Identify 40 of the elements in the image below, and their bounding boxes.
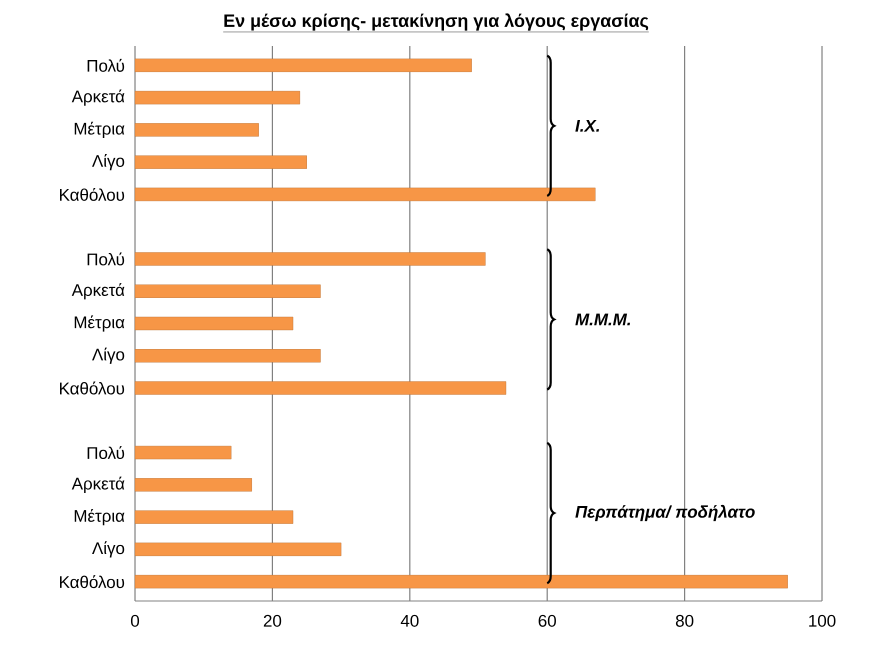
bar [134,155,307,169]
x-tick-label: 40 [400,614,419,627]
x-tick-label: 0 [130,614,140,627]
y-tick-label: Πολύ [88,446,124,460]
y-tick-label: Αρκετά [72,283,124,300]
chart-title: Εν μέσω κρίσης- μετακίνηση για λόγους εργασίας [224,13,648,31]
bar [134,188,596,202]
annotation: Περπάτημα/ ποδήλατο [575,504,755,522]
bar [134,90,300,104]
y-tick-label: Πολύ [88,252,124,266]
bar [134,446,232,460]
x-tick-label: 80 [676,614,694,627]
bar [134,252,486,266]
y-tick-label: Πολύ [88,58,124,72]
bar [134,316,294,330]
bar [134,510,294,524]
bar [134,284,321,298]
bar [134,381,506,395]
y-tick-label: Λίγο [92,541,124,558]
y-tick-label: Καθόλου [60,188,124,201]
bar [134,349,321,362]
annotation: Μ.Μ.Μ. [575,314,630,326]
bar [134,542,342,556]
y-tick-label: Μέτρια [74,315,124,332]
y-tick-label: Αρκετά [72,89,124,106]
bar [134,123,259,137]
x-tick-label: 20 [264,614,282,627]
y-tick-label: Μέτρια [74,508,124,526]
y-tick-label: Αρκετά [72,476,124,493]
y-tick-label: Καθόλου [60,575,124,588]
y-tick-label: Μέτρια [74,122,124,138]
x-tick-label: 100 [809,614,836,627]
bar [134,478,252,492]
y-tick-label: Λίγο [92,154,124,170]
bar [134,574,788,588]
x-tick-label: 60 [538,614,556,627]
y-tick-label: Καθόλου [60,382,124,394]
bar [134,58,472,72]
annotation: Ι.Χ. [575,120,600,132]
y-tick-label: Λίγο [92,348,124,364]
